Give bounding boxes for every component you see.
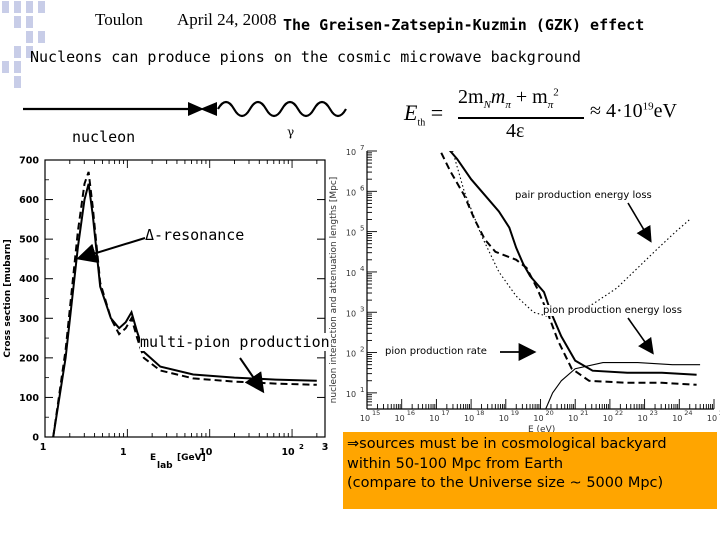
callout-line-1: ⇒sources must be in cosmological backyar… — [347, 436, 667, 452]
left-x-tick-label: 10 — [281, 447, 295, 458]
right-x-tick-label: 10 — [603, 414, 613, 423]
right-series-solid-thin-line — [545, 362, 701, 409]
right-x-tick-label: 10 — [360, 414, 370, 423]
right-series-solid-line — [448, 151, 697, 376]
left-x-axis-label-main: E — [150, 453, 156, 463]
right-x-tick-label: 10 — [533, 414, 543, 423]
right-y-tick-exponent: 6 — [360, 184, 365, 192]
right-x-tick-label: 10 — [707, 414, 717, 423]
formula-num-sub2: π — [505, 99, 511, 111]
right-x-tick-label: 10 — [672, 414, 682, 423]
right-x-tick-exponent: 16 — [407, 409, 415, 417]
right-x-tick-label: 10 — [464, 414, 474, 423]
formula-denominator: 4ε — [506, 120, 525, 142]
left-chart-frame — [44, 159, 326, 438]
slide-title: The Greisen-Zatsepin-Kuzmin (GZK) effect — [283, 16, 645, 34]
formula-num-sub3: π — [547, 99, 554, 111]
formula-exponent: 19 — [642, 100, 654, 113]
formula-num: 2m — [458, 86, 484, 108]
right-x-tick-exponent: 19 — [511, 409, 519, 417]
right-x-tick-exponent: 23 — [650, 409, 658, 417]
left-x-axis-label-sub: lab — [157, 461, 173, 468]
right-y-tick-label: 10 — [346, 148, 356, 157]
right-y-tick-exponent: 7 — [360, 145, 364, 152]
formula-unit: eV — [653, 100, 677, 122]
right-y-tick-label: 10 — [346, 188, 356, 197]
decorative-squares — [2, 1, 45, 88]
header-date: April 24, 2008 — [177, 10, 277, 29]
right-y-tick-label: 10 — [346, 269, 356, 278]
right-x-tick-exponent: 17 — [441, 409, 449, 417]
right-x-tick-exponent: 22 — [615, 409, 623, 417]
right-series-dashed-line — [439, 151, 697, 386]
right-x-tick-exponent: 21 — [580, 409, 588, 417]
callout-line-2: within 50-100 Mpc from Earth — [347, 455, 564, 472]
right-x-tick-exponent: 24 — [684, 409, 692, 417]
left-y-tick-label: 0 — [32, 433, 39, 444]
left-y-tick-label: 500 — [19, 235, 39, 246]
left-x-tick-label: 1 — [120, 447, 127, 458]
left-y-tick-label: 700 — [19, 156, 39, 167]
right-y-tick-exponent: 1 — [360, 386, 364, 394]
formula-lhs-sub: th — [417, 117, 426, 129]
right-x-tick-label: 10 — [429, 414, 439, 423]
nucleon-arrowhead — [188, 102, 204, 116]
left-x-end-label: 1 — [40, 442, 47, 453]
left-x-tick-exponent: 2 — [299, 443, 304, 451]
right-series-dotted-line — [452, 151, 691, 317]
photon-label: γ — [287, 125, 295, 139]
threshold-formula: Eth = 2mNmπ + mπ2 4ε ≈ 4·1019eV — [404, 86, 677, 142]
multi-pion-label: multi-pion production — [140, 333, 330, 351]
left-series-dashed-line — [52, 171, 317, 438]
photon-wave — [217, 100, 347, 118]
formula-fraction-bar — [458, 117, 584, 119]
right-x-tick-label: 10 — [499, 414, 509, 423]
left-y-axis-label: Cross section [mubarn] — [3, 239, 13, 357]
cross-section-chart: 0 100 200 300 400 500 600 700 1 10 10 2 1 3 Cross sect… — [3, 156, 329, 469]
formula-lhs: E — [404, 100, 418, 125]
left-y-tick-label: 200 — [19, 353, 39, 364]
right-y-tick-exponent: 4 — [360, 265, 365, 273]
left-y-tick-label: 400 — [19, 274, 39, 285]
right-y-tick-exponent: 5 — [360, 225, 364, 233]
slide-subtitle: Nucleons can produce pions on the cosmic… — [30, 48, 581, 66]
left-x-axis-label-unit: [GeV] — [177, 453, 206, 463]
pion-loss-label: pion production energy loss — [543, 305, 682, 316]
pion-rate-label: pion production rate — [385, 346, 487, 357]
right-x-tick-exponent: 20 — [546, 409, 554, 417]
formula-num-plus: + m — [515, 86, 548, 108]
right-y-tick-label: 10 — [346, 309, 356, 318]
right-y-tick-label: 10 — [346, 390, 356, 399]
left-y-tick-label: 300 — [19, 314, 39, 325]
left-x-tick-label: 10 — [199, 447, 213, 458]
nucleon-label: nucleon — [72, 128, 136, 146]
left-y-tick-label: 600 — [19, 195, 39, 206]
formula-num-sub1: N — [483, 99, 491, 111]
pair-loss-label: pair production energy loss — [515, 190, 652, 201]
delta-resonance-label: Δ-resonance — [145, 226, 245, 244]
left-series-solid-line — [52, 183, 317, 438]
header-location: Toulon — [95, 10, 143, 29]
collision-diagram — [23, 100, 347, 118]
formula-num-mid: m — [490, 86, 506, 108]
formula-approx: ≈ 4·10 — [590, 100, 643, 122]
right-x-tick-label: 10 — [638, 414, 648, 423]
formula-num-sup: 2 — [553, 86, 559, 99]
right-y-axis-label: nucleon interaction and attenuation leng… — [329, 177, 339, 404]
right-y-tick-label: 10 — [346, 229, 356, 238]
right-x-tick-label: 10 — [568, 414, 578, 423]
right-x-tick-exponent: 15 — [372, 409, 380, 417]
left-x-end-label: 3 — [322, 442, 329, 453]
right-y-tick-exponent: 2 — [360, 346, 364, 354]
right-x-tick-label: 10 — [395, 414, 405, 423]
left-y-tick-label: 100 — [19, 393, 39, 404]
right-x-axis-label: E (eV) — [528, 425, 555, 435]
conclusion-callout: ⇒sources must be in cosmological backyar… — [343, 432, 717, 509]
right-x-tick-exponent: 18 — [476, 409, 484, 417]
callout-line-3: (compare to the Universe size ~ 5000 Mpc… — [347, 475, 664, 491]
right-y-tick-label: 10 — [346, 350, 356, 359]
right-y-tick-exponent: 3 — [360, 305, 364, 313]
photon-arrowhead — [200, 102, 217, 116]
